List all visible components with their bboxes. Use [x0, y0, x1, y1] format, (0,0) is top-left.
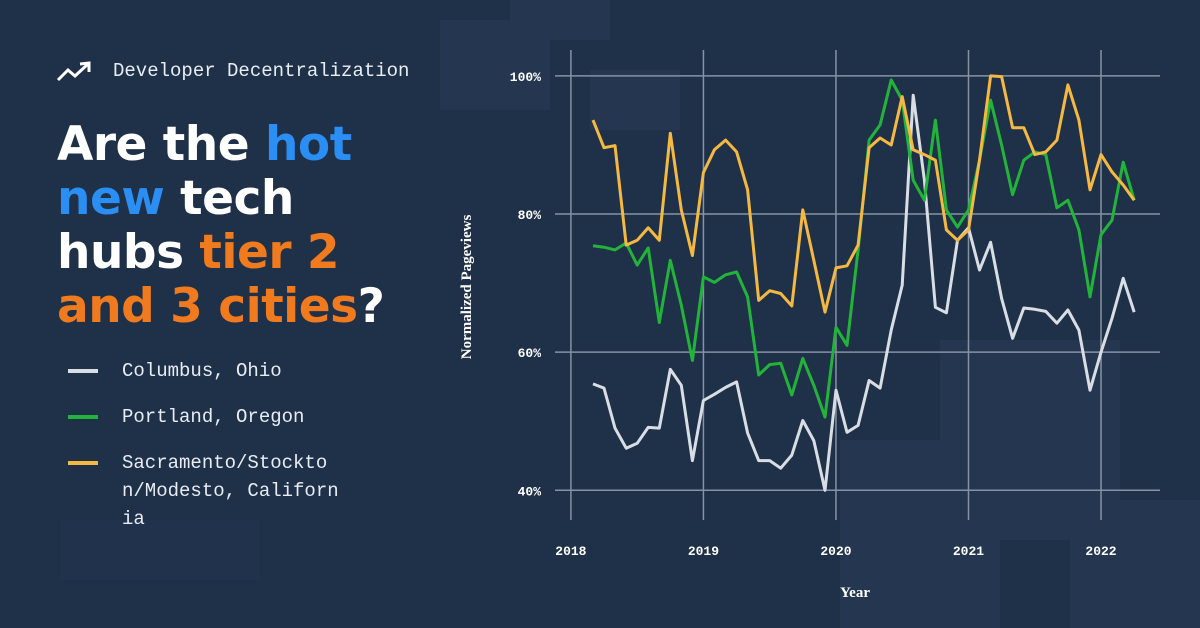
series-line — [592, 93, 1136, 492]
background-boxes — [60, 0, 1200, 628]
headline-text: new — [57, 171, 165, 226]
plot: 40% 60% 80% 100% 2018 2019 2020 2021 2022 — [510, 50, 1160, 559]
series-line — [591, 74, 1136, 314]
headline-text: and 3 cities — [57, 279, 358, 334]
legend-swatch — [68, 415, 98, 419]
x-tick-label: 2019 — [688, 544, 719, 559]
y-tick-label: 40% — [518, 484, 542, 499]
headline-text: tech — [164, 171, 294, 226]
x-tick-label: 2021 — [953, 544, 984, 559]
x-tick-label: 2018 — [555, 544, 586, 559]
headline-text: ? — [357, 279, 385, 334]
headline-line: and 3 cities? — [57, 279, 385, 334]
headline-line: Are the hot — [57, 118, 384, 172]
x-tick-label: 2020 — [820, 544, 851, 559]
y-tick-label: 60% — [518, 346, 542, 361]
headline-text: tier 2 — [199, 225, 340, 280]
logo-icon — [56, 61, 91, 82]
headline-text: hot — [264, 117, 352, 172]
x-axis-label: Year — [840, 585, 870, 601]
legend-swatch — [68, 461, 98, 465]
headline-text: Are the — [57, 117, 265, 172]
legend-label: Portland, Oregon — [122, 406, 305, 428]
y-axis-label: Normalized Pageviews — [459, 215, 475, 360]
headline: Are the hot new tech hubs tier 2 and 3 citi… — [57, 118, 385, 334]
kicker: Developer Decentralization — [113, 60, 410, 82]
legend-label: Columbus, Ohio — [122, 360, 282, 382]
legend-label: Sacramento/Stockton/Modesto, California — [122, 452, 339, 530]
headline-line: new tech — [57, 172, 384, 226]
legend-swatch — [68, 369, 98, 373]
y-tick-label: 80% — [518, 208, 542, 223]
x-tick-label: 2022 — [1085, 544, 1116, 559]
y-tick-label: 100% — [510, 70, 541, 85]
headline-line: hubs tier 2 — [57, 226, 384, 280]
headline-text: hubs — [57, 225, 200, 280]
